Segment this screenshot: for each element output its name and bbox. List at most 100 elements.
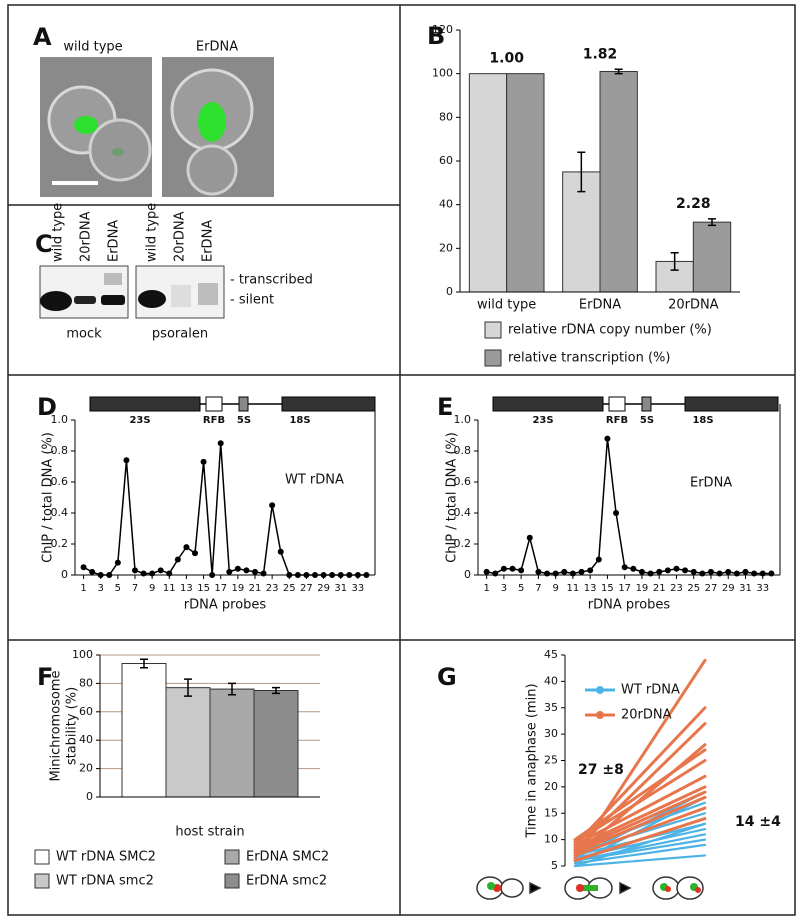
lane-label: wild type (145, 203, 160, 262)
point (363, 572, 370, 578)
blot-label: mock (66, 327, 102, 342)
band-label: - silent (230, 293, 274, 308)
x-tick-label: 29 (317, 583, 330, 594)
y-tick-label: 60 (439, 154, 453, 167)
x-axis-label: host strain (175, 825, 244, 840)
y-tick-label: 5 (551, 859, 558, 872)
point (613, 510, 620, 516)
point (140, 570, 147, 577)
annotation: 1.00 (489, 51, 524, 67)
point (123, 457, 130, 464)
point (552, 570, 559, 577)
legend-swatch (484, 321, 502, 339)
x-tick-label: 27 (705, 583, 718, 594)
y-tick-label: 120 (432, 23, 453, 36)
x-tick-label: 33 (756, 583, 769, 594)
point (569, 570, 576, 577)
y-axis-label: ChIP / total DNA (%) (41, 432, 56, 563)
slope-line (573, 806, 707, 857)
point (768, 570, 775, 577)
x-tick-label: 1 (80, 583, 86, 594)
error-bar (670, 251, 679, 271)
micrograph (162, 57, 274, 197)
point (192, 550, 198, 557)
annotation: ErDNA (690, 476, 732, 491)
y-tick-label: 0.2 (454, 537, 472, 550)
x-tick-label: 31 (739, 583, 752, 594)
blot-label: psoralen (152, 327, 208, 342)
y-tick-label: 1.0 (454, 413, 472, 426)
legend-swatch (484, 349, 502, 367)
lane-label: 20rDNA (173, 211, 188, 262)
point (149, 570, 156, 577)
panel-label: B (427, 22, 445, 50)
x-tick-label: 3 (98, 583, 104, 594)
map-element (684, 396, 779, 412)
slope-line (573, 822, 707, 868)
point (707, 568, 714, 575)
map-element (205, 396, 223, 412)
point (114, 559, 121, 566)
legend-marker (596, 686, 604, 694)
point (483, 568, 490, 575)
point (578, 568, 585, 575)
point (183, 544, 190, 551)
y-tick-label: 45 (544, 648, 558, 661)
slope-line (573, 790, 707, 852)
point (166, 570, 173, 577)
y-tick-label: 100 (432, 67, 453, 80)
map-element (281, 396, 376, 412)
map-label: RFB (203, 415, 225, 426)
legend-label: WT rDNA smc2 (56, 874, 154, 889)
y-tick-label: 0 (464, 568, 471, 581)
slope-line (573, 706, 707, 847)
point (226, 568, 233, 575)
point (252, 568, 258, 575)
point (294, 572, 301, 578)
point (673, 565, 680, 572)
bar (121, 663, 167, 798)
legend-label: 20rDNA (621, 708, 672, 723)
bar (468, 73, 508, 293)
point (80, 564, 87, 571)
point (209, 572, 216, 578)
y-axis-label: Minichromosome (49, 670, 64, 781)
point (269, 502, 276, 509)
point (621, 564, 628, 571)
slope-line (573, 774, 707, 847)
map-element (608, 396, 626, 412)
x-tick-label: 5 (115, 583, 121, 594)
point (535, 568, 542, 575)
map-label: 5S (237, 415, 251, 426)
x-tick-label: 25 (687, 583, 700, 594)
y-axis-label: Time in anaphase (min) (525, 683, 540, 838)
y-tick-label: 0.4 (454, 506, 472, 519)
bar (209, 688, 255, 798)
bar (253, 690, 299, 798)
x-tick-label: 20rDNA (668, 298, 719, 313)
point (518, 567, 525, 574)
x-tick-label: 11 (163, 583, 176, 594)
point (587, 567, 594, 574)
x-tick-label: 19 (636, 583, 649, 594)
point (243, 567, 250, 574)
x-tick-label: 17 (618, 583, 631, 594)
point (217, 440, 224, 447)
point (174, 556, 181, 563)
point (200, 458, 207, 465)
point (751, 570, 758, 577)
point (682, 567, 689, 574)
y-tick-label: 40 (439, 198, 453, 211)
y-tick-label: 25 (544, 754, 558, 767)
legend-swatch (34, 849, 50, 865)
y-tick-label: 20 (439, 241, 453, 254)
map-label: RFB (606, 415, 628, 426)
bar (692, 221, 732, 293)
panel-label: G (437, 663, 457, 691)
x-tick-label: 15 (601, 583, 614, 594)
panel-label: F (37, 663, 53, 691)
point (346, 572, 353, 578)
lane-label: ErDNA (107, 220, 122, 262)
y-axis-label: ChIP / total DNA (%) (445, 432, 460, 563)
y-tick-label: 0.4 (51, 506, 69, 519)
